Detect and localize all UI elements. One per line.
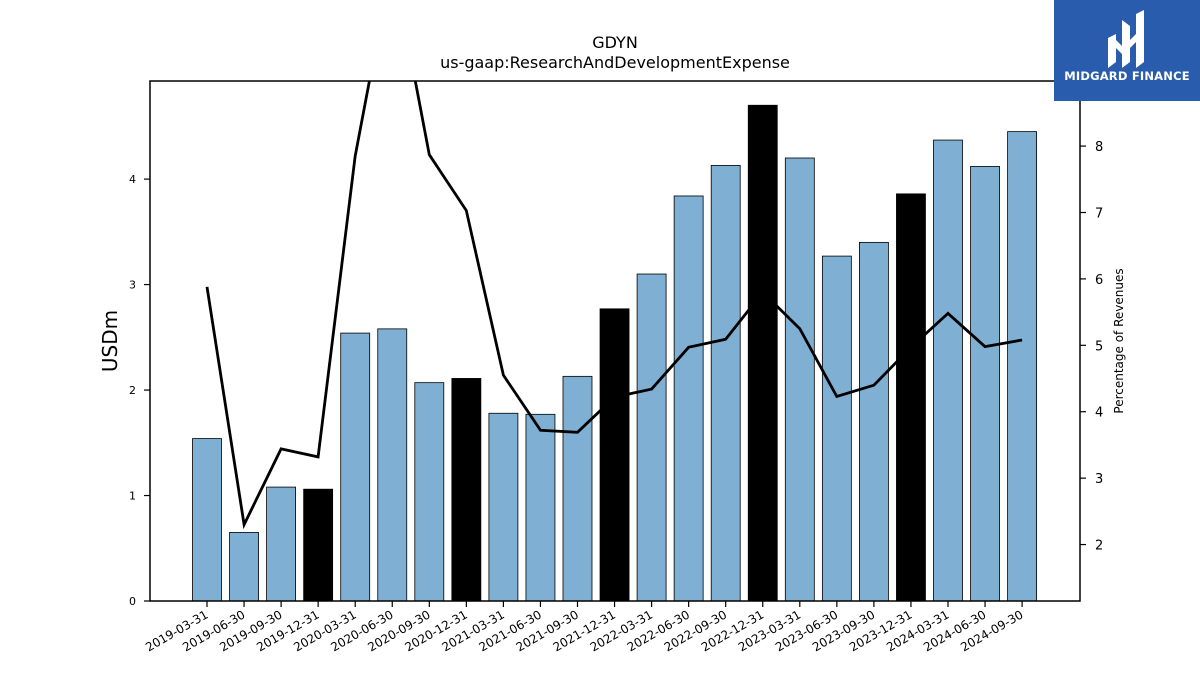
brand-name: MIDGARD FINANCE — [1064, 69, 1190, 83]
y-tick-label: 4 — [129, 173, 136, 186]
bar-2022-09-30 — [710, 164, 741, 601]
y2-tick-label: 6 — [1095, 273, 1103, 288]
bar-2022-03-31 — [636, 273, 667, 601]
bar-2019-06-30 — [229, 532, 259, 601]
y2-tick-label: 8 — [1095, 140, 1103, 155]
bar-2021-06-30 — [525, 413, 556, 601]
brand-mark-icon — [1108, 10, 1144, 68]
bar-2021-12-31 — [599, 308, 630, 601]
y-tick-label: 1 — [129, 490, 136, 503]
bar-2022-06-30 — [673, 195, 704, 601]
y2-tick-label: 5 — [1095, 339, 1103, 354]
bar-2019-03-31 — [192, 438, 222, 601]
bar-2024-09-30 — [1007, 131, 1037, 601]
chart-subtitle: us-gaap:ResearchAndDevelopmentExpense — [440, 53, 790, 72]
bar-2023-06-30 — [821, 255, 852, 601]
bar-2022-12-31 — [747, 104, 778, 601]
bar-2020-12-31 — [451, 378, 482, 601]
bar-2023-12-31 — [896, 193, 926, 601]
bar-2020-06-30 — [377, 328, 408, 601]
bar-2024-06-30 — [970, 166, 1000, 601]
bar-2020-09-30 — [414, 382, 445, 601]
bar-2023-09-30 — [859, 241, 889, 601]
bar-2024-03-31 — [933, 139, 963, 601]
bar-2019-09-30 — [266, 486, 297, 601]
y-tick-label: 2 — [129, 384, 136, 397]
y2-tick-label: 7 — [1095, 206, 1103, 221]
y2-tick-label: 3 — [1095, 472, 1103, 487]
bar-2019-12-31 — [303, 488, 334, 601]
y2-tick-label: 4 — [1095, 406, 1103, 421]
y-axis-label: USDm — [98, 310, 122, 372]
bar-2021-03-31 — [488, 412, 519, 601]
bar-2021-09-30 — [562, 375, 593, 601]
chart-title: GDYN — [592, 33, 638, 52]
bar-2023-03-31 — [784, 157, 815, 601]
bar-2020-03-31 — [340, 332, 371, 601]
y-tick-label: 0 — [129, 595, 136, 608]
line-series-percentage — [205, 81, 1023, 530]
y2-tick-label: 2 — [1095, 539, 1103, 554]
y2-axis-label: Percentage of Revenues — [1112, 268, 1126, 413]
y-tick-label: 3 — [129, 279, 136, 292]
